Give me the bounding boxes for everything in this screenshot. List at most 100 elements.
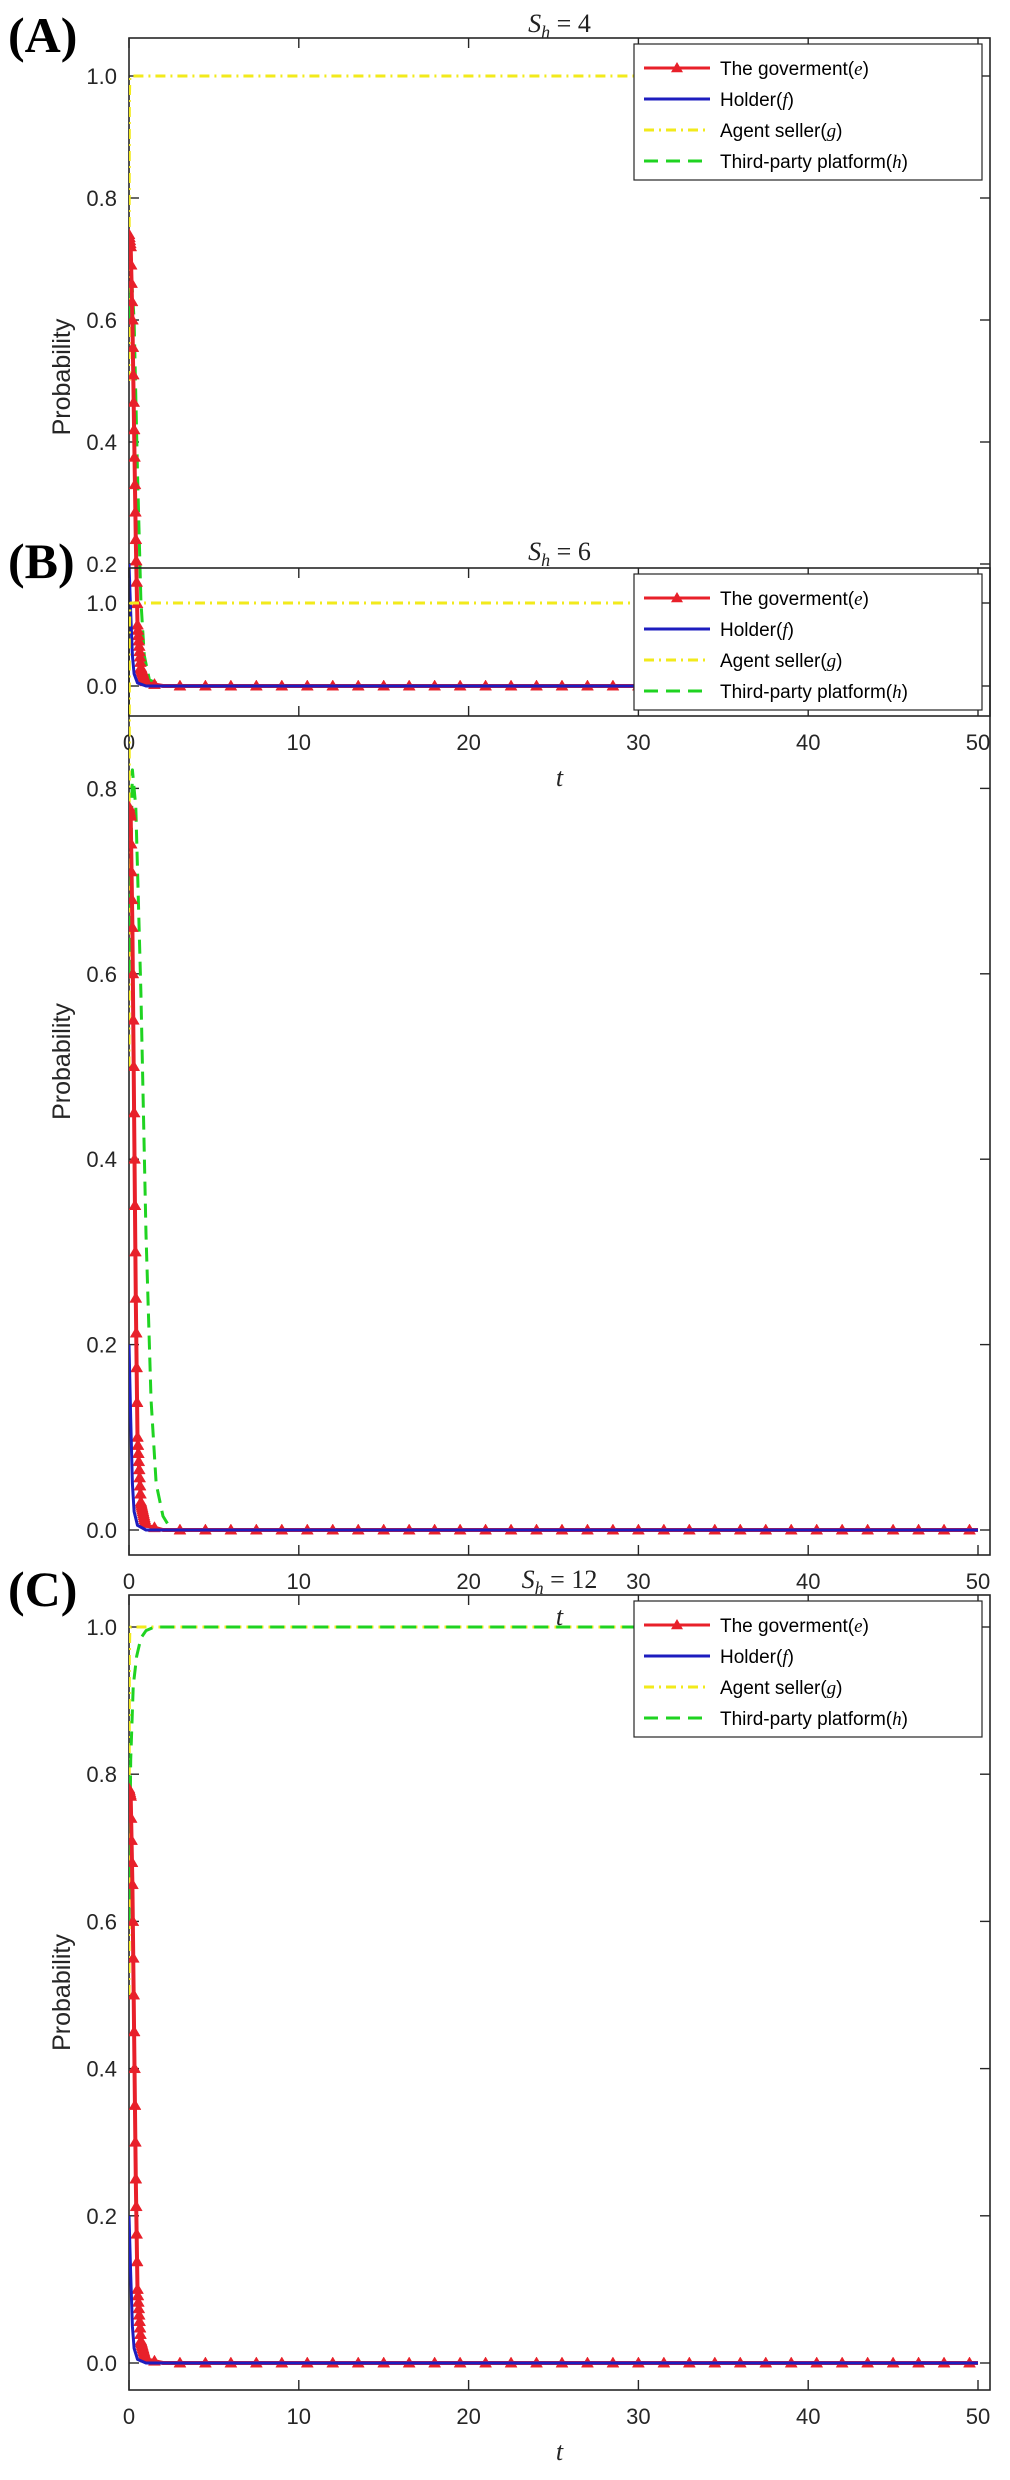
chart-panel-2: (B) Sh = 6 0.0 0.2 0.4 0.6 0.8 1.0 0 10 20 30 40 50 t P… [8, 533, 991, 1631]
government-marker [129, 2062, 141, 2074]
government-marker [129, 1013, 140, 1025]
panel-label: (B) [8, 533, 75, 589]
legend: The goverment(e) Holder(f) Agent seller(g)… [633, 43, 983, 181]
government-marker [129, 893, 139, 905]
y-tick-label: 0.6 [86, 308, 117, 333]
x-axis-label: t [556, 1602, 564, 1631]
government-marker [129, 1106, 141, 1118]
legend-marker [671, 1619, 683, 1630]
y-tick-label: 0.4 [86, 430, 117, 455]
legend-label: Holder(f) [720, 620, 794, 641]
legend-label: Third-party platform(h) [720, 1709, 908, 1730]
x-axis-label: t [556, 763, 564, 792]
chart-panel-1: (A) Sh = 40.00.20.40.60.81.00 10 20 30 40 50tP… [8, 7, 991, 792]
government-marker [129, 240, 138, 252]
government-marker [130, 1396, 144, 1407]
series-line-third-party-platform [129, 768, 978, 1532]
legend-label: Agent seller(g) [720, 121, 843, 142]
series-group [129, 1625, 978, 2368]
government-marker [129, 313, 139, 325]
government-marker [129, 1152, 141, 1164]
legend-marker [671, 62, 683, 73]
panel-label: (C) [8, 1561, 77, 1617]
government-marker [130, 1361, 144, 1373]
y-tick-label: 0.8 [86, 186, 117, 211]
government-marker [129, 1878, 139, 1890]
x-axis-label: t [556, 2437, 564, 2466]
x-tick-label: 10 [287, 2404, 311, 2429]
legend: The goverment(e) Holder(f) Agent seller(g)… [633, 573, 983, 711]
government-marker [129, 478, 142, 490]
x-tick-label: 20 [456, 1569, 480, 1594]
y-tick-label: 1.0 [86, 1615, 117, 1640]
government-marker [129, 2135, 142, 2147]
legend-label: The goverment(e) [720, 589, 869, 610]
x-tick-label: 40 [796, 1569, 820, 1594]
government-marker [129, 2098, 142, 2110]
x-tick-label: 50 [966, 1569, 990, 1594]
series-line-holder [129, 2215, 978, 2365]
government-marker [129, 423, 141, 435]
chart-title: Sh = 4 [528, 9, 591, 42]
x-tick-label: 30 [626, 730, 650, 755]
y-tick-label: 0.2 [86, 2204, 117, 2229]
x-tick-label: 30 [626, 1569, 650, 1594]
government-marker [129, 368, 140, 380]
legend-label: Third-party platform(h) [720, 152, 908, 173]
government-marker [129, 837, 138, 849]
legend-label: Holder(f) [720, 1647, 794, 1668]
government-marker [129, 1988, 141, 2000]
x-tick-label: 10 [287, 1569, 311, 1594]
y-axis-label: Probability [48, 1934, 76, 2051]
government-marker [129, 533, 143, 545]
government-marker [129, 1326, 143, 1338]
series-line-agent-seller [129, 74, 978, 382]
government-marker [139, 1516, 152, 1528]
government-marker [130, 2227, 144, 2239]
y-axis-label: Probability [48, 1003, 76, 1120]
government-marker [129, 967, 140, 979]
x-tick-label: 50 [966, 730, 990, 755]
chart-title: Sh = 6 [528, 537, 591, 570]
legend-label: The goverment(e) [720, 1616, 869, 1637]
legend-label: Holder(f) [720, 90, 794, 111]
government-marker [129, 2200, 143, 2212]
y-tick-label: 0.6 [86, 1909, 117, 1934]
government-marker [129, 276, 138, 288]
government-marker [129, 1199, 142, 1210]
legend-label: Agent seller(g) [720, 1678, 843, 1699]
x-tick-label: 40 [796, 2404, 820, 2429]
x-tick-label: 20 [456, 730, 480, 755]
government-marker [129, 1060, 141, 1071]
government-marker [129, 1789, 138, 1801]
government-marker [129, 554, 143, 566]
y-axis-label: Probability [48, 318, 76, 435]
x-tick-label: 40 [796, 730, 820, 755]
series-line-holder [129, 1344, 978, 1532]
government-marker [129, 1833, 138, 1845]
legend-label: Third-party platform(h) [720, 682, 908, 703]
y-tick-label: 0.6 [86, 962, 117, 987]
y-tick-label: 0.0 [86, 2351, 117, 2376]
chart-title: Sh = 12 [522, 1565, 598, 1598]
x-tick-label: 20 [456, 2404, 480, 2429]
series-line-third-party-platform [129, 1625, 978, 1922]
y-tick-label: 0.8 [86, 776, 117, 801]
government-marker [129, 1245, 142, 1257]
legend-marker [671, 592, 683, 603]
government-marker [129, 809, 138, 821]
government-marker [129, 258, 138, 270]
government-marker [129, 450, 141, 462]
series-line-agent-seller [129, 1625, 978, 1996]
government-marker [129, 2172, 143, 2184]
y-tick-label: 0.0 [86, 1518, 117, 1543]
series-line-the-goverment [129, 806, 978, 1532]
series-line-the-goverment [129, 1788, 978, 2365]
legend: The goverment(e) Holder(f) Agent seller(g)… [633, 1600, 983, 1738]
y-tick-label: 0.0 [86, 674, 117, 699]
y-tick-label: 0.2 [86, 552, 117, 577]
y-tick-label: 0.2 [86, 1333, 117, 1358]
series-line-holder [129, 563, 978, 688]
government-marker [129, 295, 139, 307]
